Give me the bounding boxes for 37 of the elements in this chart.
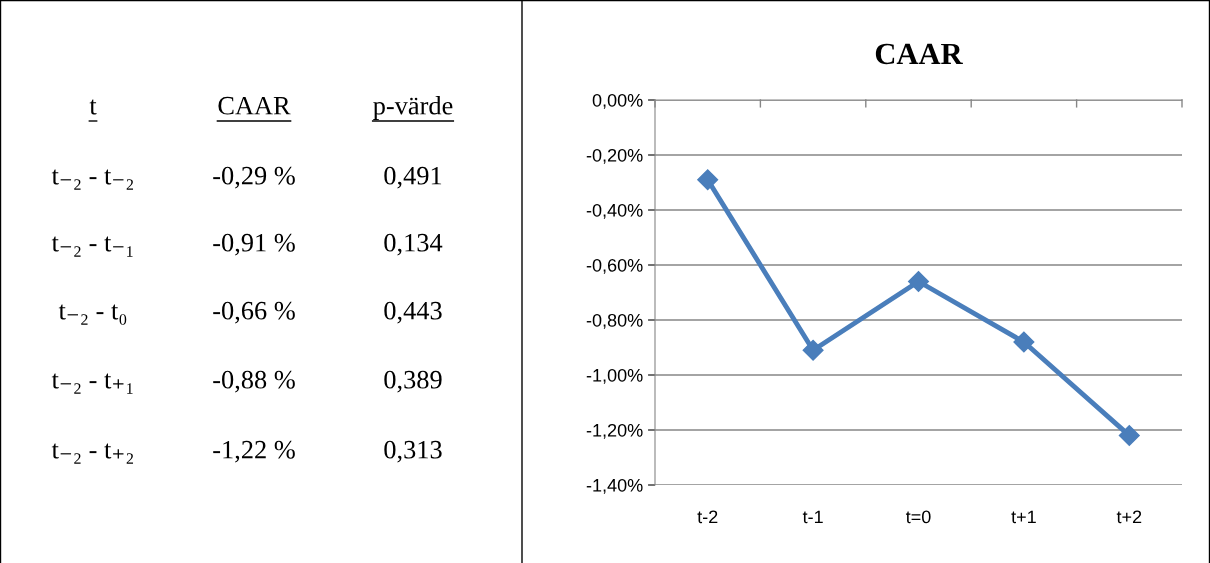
text: -0,66 % xyxy=(213,301,295,324)
text: 0,313 xyxy=(384,440,442,463)
y-tick-label: -1,00% xyxy=(586,368,643,384)
y-tick-label: -0,80% xyxy=(586,313,643,329)
point xyxy=(697,169,719,191)
x-tick-label: t+2 xyxy=(1116,510,1142,524)
text: t₋₂ - t₀ xyxy=(58,304,127,325)
y-tick-label: -0,40% xyxy=(586,203,643,219)
text: t₋₂ - t₋₁ xyxy=(51,236,133,257)
text: -0,29 % xyxy=(213,166,295,189)
point xyxy=(1013,331,1035,353)
text: t₋₂ - t₊₁ xyxy=(51,373,133,394)
x-tick-label: t+1 xyxy=(1011,510,1036,524)
text: t₋₂ - t₋₂ xyxy=(51,169,134,190)
text: 0,491 xyxy=(384,166,442,189)
text: 0,134 xyxy=(384,233,443,256)
text: p-värde xyxy=(373,96,453,120)
text: -1,22 % xyxy=(213,440,295,463)
y-tick-label: -0,60% xyxy=(586,258,643,274)
text: -0,91 % xyxy=(213,233,295,256)
point xyxy=(1118,424,1140,447)
y-tick-label: -0,20% xyxy=(586,148,643,164)
text: t xyxy=(89,99,97,115)
point xyxy=(907,270,930,293)
x-tick-label: t-1 xyxy=(802,510,823,524)
y-tick-label: 0,00% xyxy=(592,93,643,109)
text: 0,389 xyxy=(384,370,442,393)
x-tick-label: t-2 xyxy=(697,510,718,524)
y-tick-label: -1,40% xyxy=(586,478,643,494)
point xyxy=(802,339,824,361)
text: t₋₂ - t₊₂ xyxy=(51,443,134,464)
chart-title: CAAR xyxy=(875,43,963,65)
text: CAAR xyxy=(218,96,291,115)
text: 0,443 xyxy=(384,301,442,324)
y-tick-label: -1,20% xyxy=(586,423,643,439)
x-tick-label: t=0 xyxy=(905,510,931,524)
text: -0,88 % xyxy=(213,370,295,393)
